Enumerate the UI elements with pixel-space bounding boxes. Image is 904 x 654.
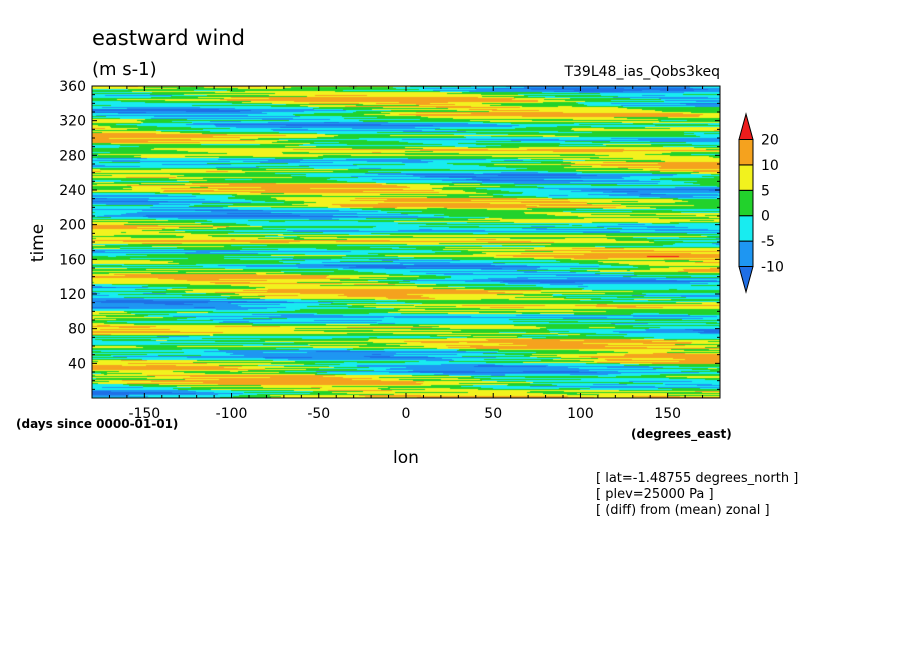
y-tick-label: 240: [59, 183, 86, 199]
chart-title: eastward wind: [92, 26, 245, 50]
colorbar-max-triangle: [738, 112, 754, 140]
colorbar-segment: [738, 240, 754, 268]
y-tick-label: 320: [59, 114, 86, 130]
colorbar-label: -10: [761, 260, 784, 276]
y-axis-ticks: 40 80 120 160 200 240 280 320 360: [59, 79, 720, 390]
x-tick-label: 100: [567, 406, 594, 422]
y-tick-label: 80: [68, 322, 86, 338]
y-tick-label: 200: [59, 218, 86, 234]
x-tick-label: -150: [128, 406, 160, 422]
y-axis-units: (days since 0000-01-01): [16, 417, 178, 431]
note-diff: [ (diff) from (mean) zonal ]: [596, 503, 770, 518]
y-tick-label: 360: [59, 79, 86, 95]
colorbar-label: 10: [761, 158, 779, 174]
x-axis-label: lon: [393, 448, 419, 468]
y-tick-label: 120: [59, 287, 86, 303]
y-axis-label: time: [28, 224, 48, 262]
run-label: T39L48_ias_Qobs3keq: [563, 64, 720, 80]
units-label: (m s-1): [92, 59, 157, 80]
colorbar-segment: [738, 215, 754, 242]
colorbar-segment: [738, 164, 754, 191]
heatmap-image: [92, 86, 720, 398]
x-tick-label: 150: [654, 406, 681, 422]
x-tick-label: 0: [402, 406, 411, 422]
colorbar-segment: [738, 189, 754, 217]
y-tick-label: 40: [68, 356, 86, 372]
colorbar-min-triangle: [738, 266, 754, 294]
colorbar-segment: [738, 139, 754, 166]
x-tick-label: -50: [307, 406, 330, 422]
colorbar: -10 -5 0 5 10 20: [738, 112, 784, 294]
heatmap-field: [92, 86, 720, 398]
note-plev: [ plev=25000 Pa ]: [596, 487, 714, 502]
colorbar-label: 5: [761, 183, 770, 199]
x-tick-label: 50: [484, 406, 502, 422]
y-tick-label: 280: [59, 148, 86, 164]
x-tick-label: -100: [216, 406, 248, 422]
x-axis-units: (degrees_east): [631, 427, 732, 442]
colorbar-label: -5: [761, 234, 775, 250]
colorbar-label: 0: [761, 209, 770, 225]
x-axis-ticks: -150 -100 -50 0 50 100 150: [108, 86, 704, 422]
note-lat: [ lat=-1.48755 degrees_north ]: [596, 471, 798, 486]
y-tick-label: 160: [59, 252, 86, 268]
colorbar-label: 20: [761, 133, 779, 149]
